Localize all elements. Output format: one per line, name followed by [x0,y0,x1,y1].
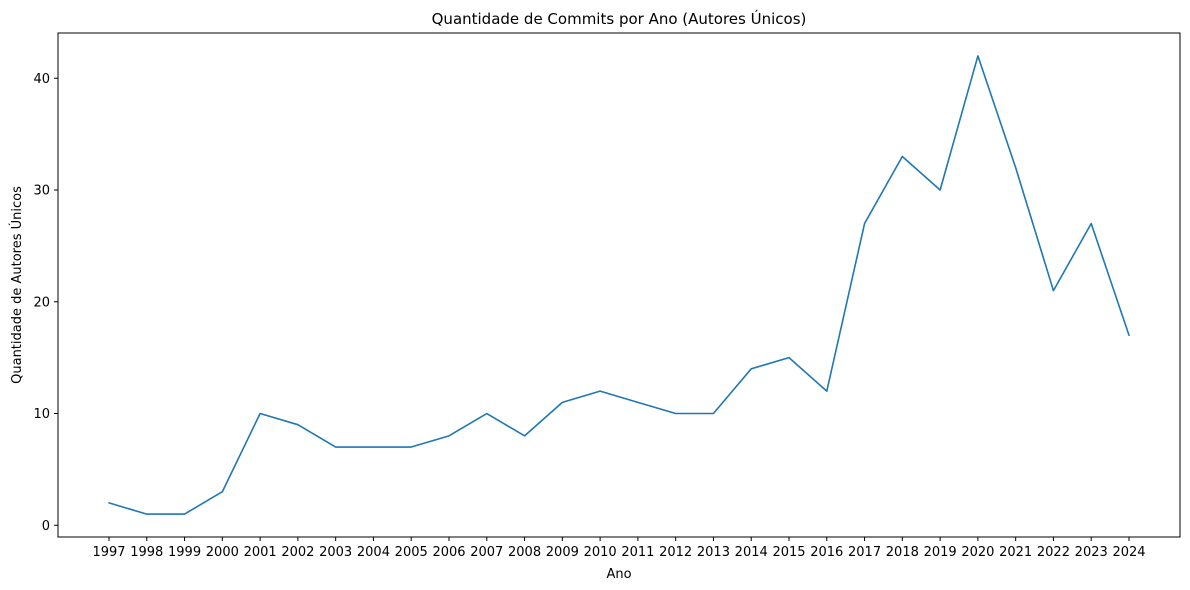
x-tick-label: 2011 [621,545,654,560]
x-tick-label: 2019 [924,545,957,560]
y-tick-label: 10 [33,407,50,422]
x-tick-label: 2020 [961,545,994,560]
x-tick-label: 2006 [432,545,465,560]
x-tick-label: 2003 [319,545,352,560]
x-tick-label: 2023 [1075,545,1108,560]
x-tick-label: 1998 [130,545,163,560]
x-tick-label: 2001 [244,545,277,560]
x-tick-label: 2010 [584,545,617,560]
y-axis-label: Quantidade de Autores Únicos [9,186,25,384]
plot-frame [57,32,1181,538]
x-tick-label: 2018 [886,545,919,560]
x-axis-label: Ano [606,567,631,582]
chart-title: Quantidade de Commits por Ano (Autores Ú… [432,9,807,28]
x-axis: 1997 1998 1999 2000 2001 2002 2003 2004 2005 2006… [92,537,1146,560]
x-tick-label: 2012 [659,545,692,560]
x-tick-label: 1999 [168,545,201,560]
x-tick-label: 2017 [848,545,881,560]
x-tick-label: 2015 [772,545,805,560]
series-line [108,55,1130,515]
y-axis: 0 10 20 30 40 [33,72,58,534]
x-tick-label: 2016 [810,545,843,560]
x-tick-label: 2013 [697,545,730,560]
y-tick-label: 40 [33,72,50,87]
x-tick-label: 2000 [206,545,239,560]
x-tick-label: 2014 [735,545,768,560]
x-tick-label: 2022 [1037,545,1070,560]
x-tick-label: 2008 [508,545,541,560]
y-tick-label: 30 [33,184,50,199]
x-tick-label: 2021 [999,545,1032,560]
x-tick-label: 2024 [1112,545,1145,560]
x-tick-label: 2004 [357,545,390,560]
y-tick-label: 20 [33,295,50,310]
x-tick-label: 2005 [395,545,428,560]
y-tick-label: 0 [42,519,50,534]
x-tick-label: 2007 [470,545,503,560]
x-tick-label: 1997 [92,545,125,560]
x-tick-label: 2002 [281,545,314,560]
x-tick-label: 2009 [546,545,579,560]
